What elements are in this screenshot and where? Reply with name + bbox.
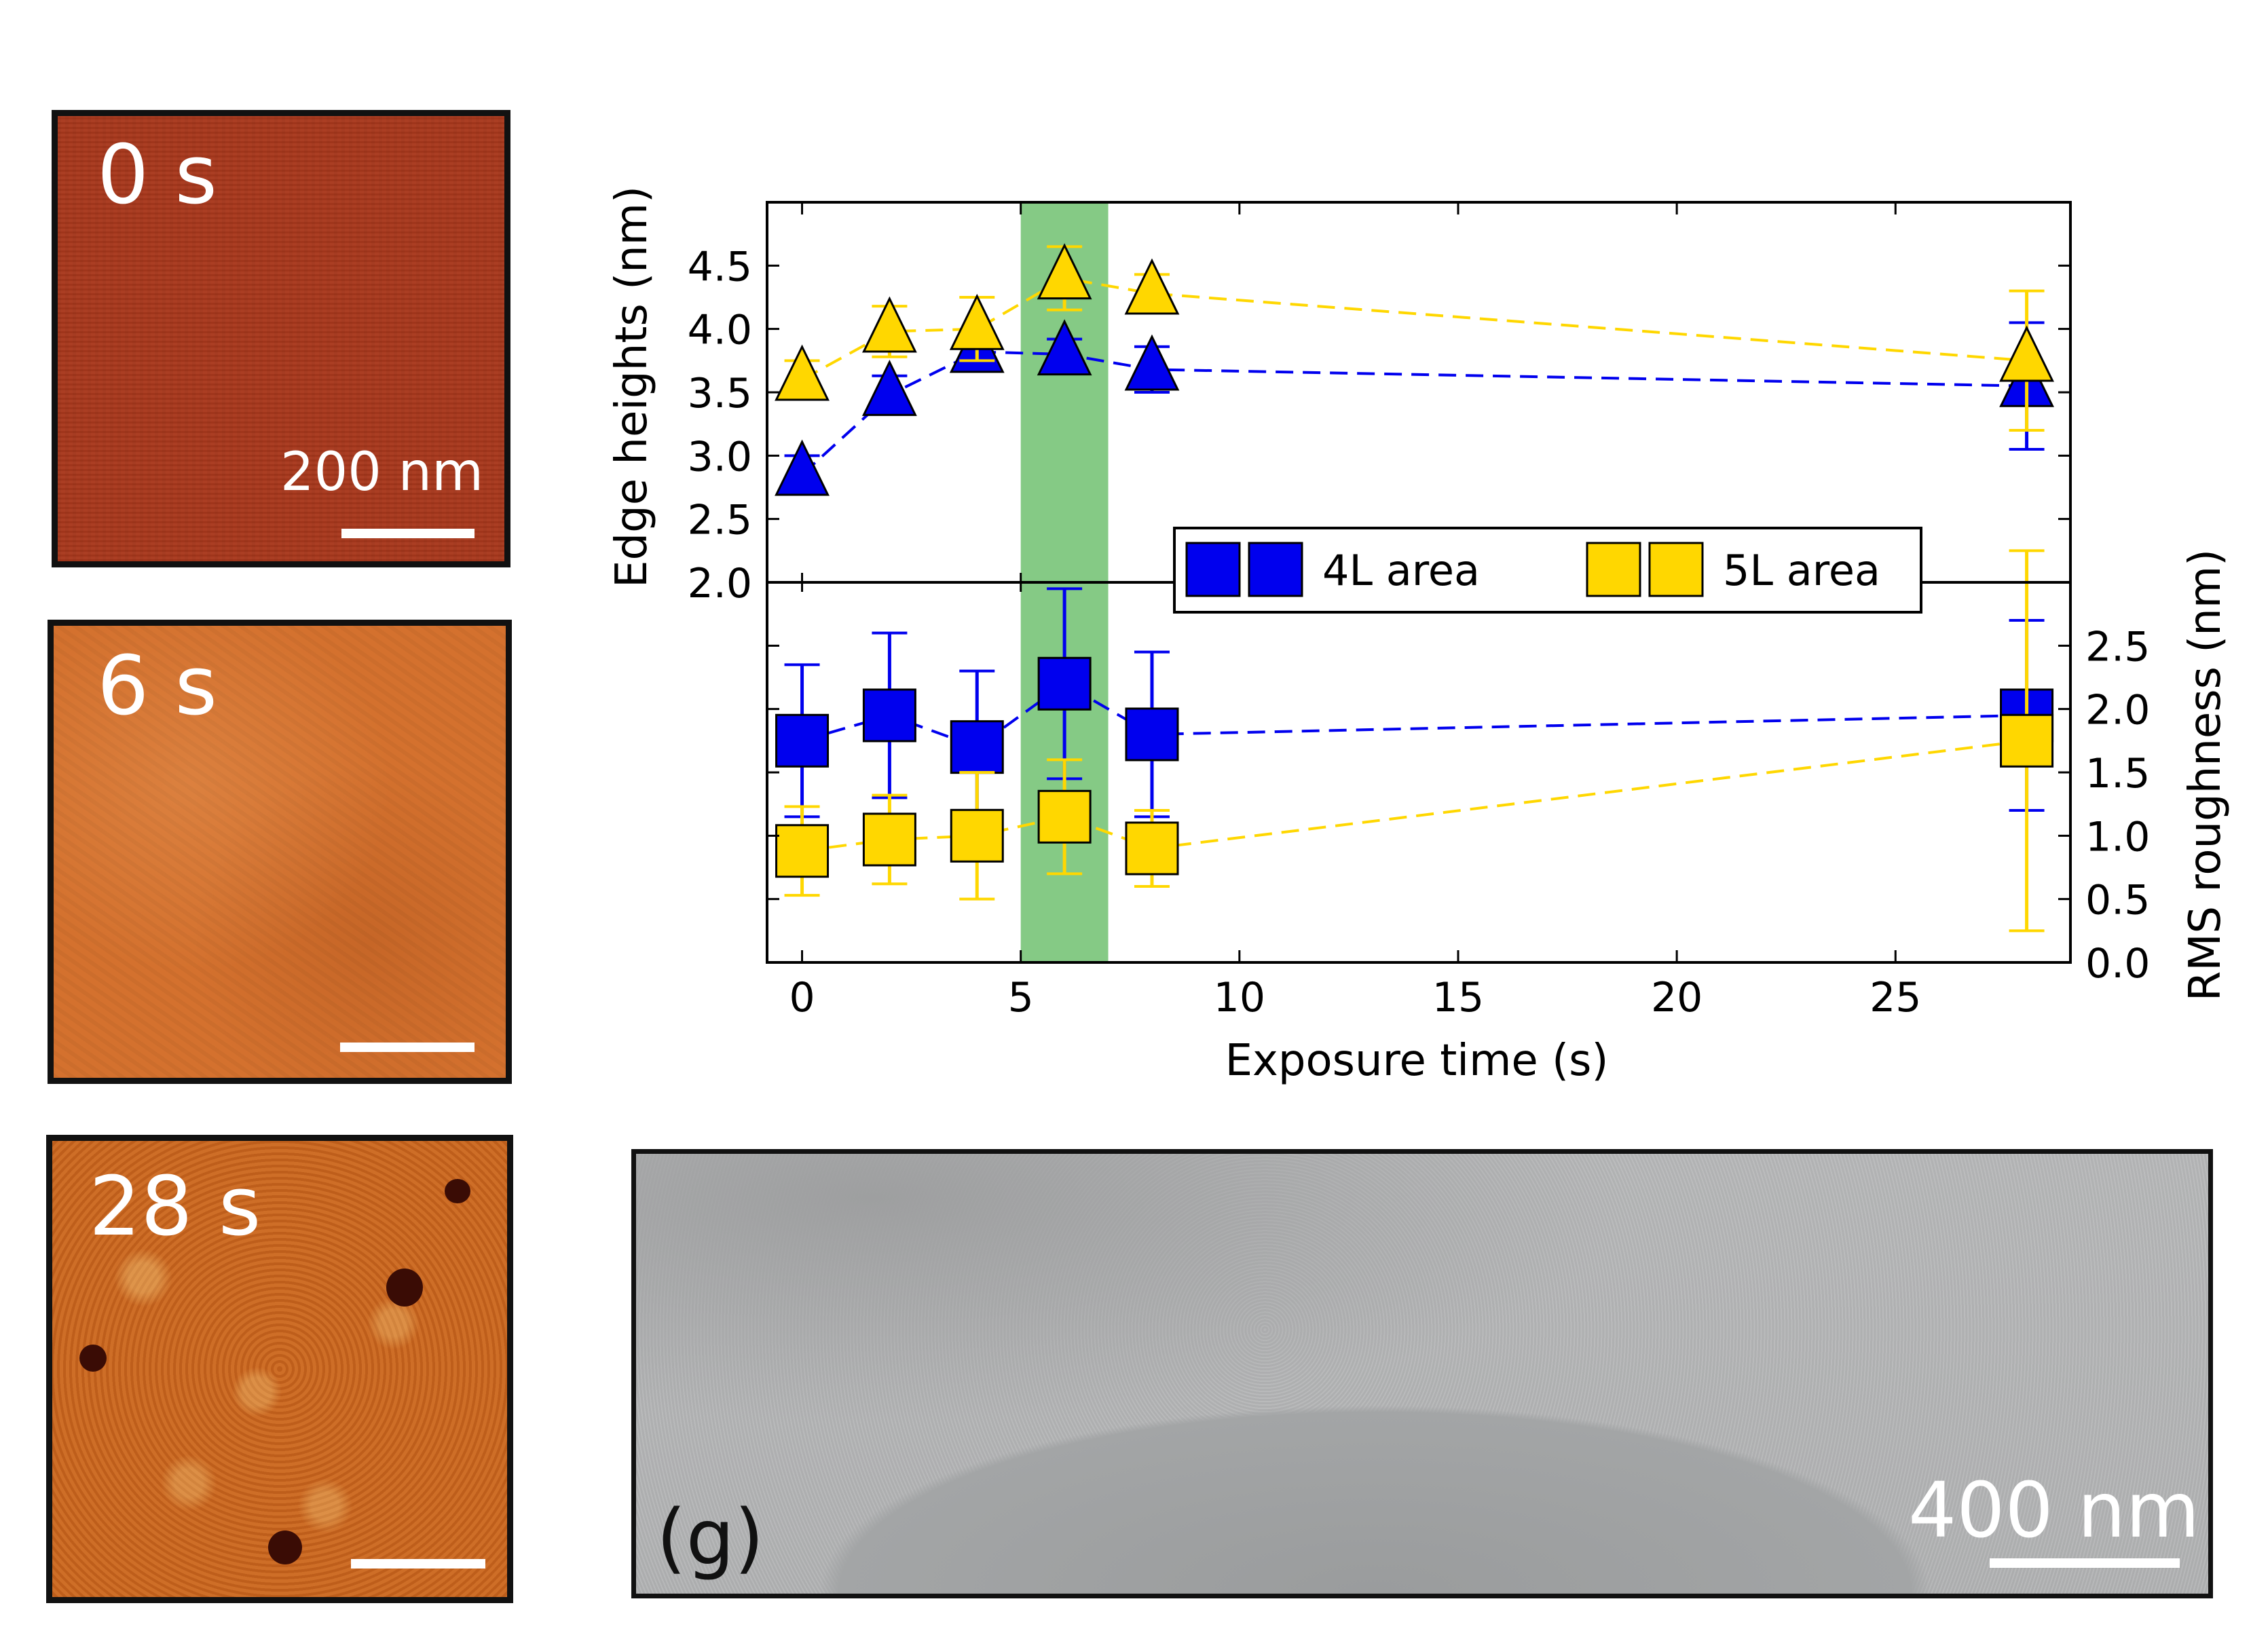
data-marker-square [1037, 656, 1092, 711]
time-label-6s: 6 s [97, 639, 218, 734]
data-marker-square [775, 824, 830, 878]
data-marker-triangle [1124, 334, 1180, 391]
scale-label-200nm: 200 nm [280, 442, 484, 503]
scale-bar-6s [340, 1043, 475, 1052]
data-marker-square [1037, 789, 1092, 844]
data-marker-square [950, 720, 1004, 774]
y-axis-label-right: RMS roughness (nm) [2180, 549, 2231, 1001]
time-label-0s: 0 s [97, 128, 218, 223]
legend-swatch [1648, 542, 1704, 597]
y-tick-label-left: 4.5 [688, 243, 752, 290]
legend: 4L area 5L area [1173, 527, 1922, 614]
data-marker-square [1125, 821, 1179, 876]
data-marker-triangle [949, 293, 1005, 350]
data-marker-square [862, 812, 916, 867]
legend-label: 4L area [1322, 546, 1480, 595]
data-marker-triangle [862, 359, 917, 416]
y-tick-label-left: 2.5 [688, 497, 752, 544]
legend-swatch [1586, 542, 1641, 597]
y-tick-label-right: 1.0 [2085, 813, 2150, 861]
series-layer [775, 243, 2054, 933]
x-tick-label: 10 [1214, 974, 1265, 1021]
scale-bar-0s [341, 529, 475, 538]
x-tick-label: 0 [789, 974, 815, 1021]
pit-defect [445, 1179, 470, 1203]
y-tick-label-right: 1.5 [2085, 750, 2150, 797]
data-marker-triangle [862, 296, 917, 353]
scale-label-400nm: 400 nm [1908, 1467, 2200, 1555]
data-marker-triangle [1037, 319, 1092, 376]
y-axis-label-left: Edge heights (nm) [607, 186, 657, 588]
pit-defect [268, 1531, 302, 1564]
time-label-28s: 28 s [89, 1160, 261, 1254]
y-tick-label-left: 4.0 [688, 307, 752, 354]
pit-defect [79, 1345, 107, 1372]
y-tick-label-left: 3.5 [688, 370, 752, 417]
afm-image-0s: 0 s 200 nm [52, 110, 510, 567]
x-tick-label: 15 [1432, 974, 1484, 1021]
y-tick-label-left: 3.0 [688, 433, 752, 481]
data-marker-triangle [775, 344, 830, 401]
data-marker-triangle [1999, 325, 2054, 382]
scale-bar-28s [351, 1559, 485, 1569]
pit-defect [386, 1269, 423, 1307]
data-marker-triangle [1037, 243, 1092, 300]
afm-image-28s: 28 s [46, 1135, 513, 1603]
ticks-layer: 0 5 10 15 20 25 2.0 2.5 3.0 3.5 4.0 4.5 0.0 0.5 1.0 1.5… [688, 202, 2150, 1021]
y-tick-label-right: 2.5 [2085, 623, 2150, 671]
data-marker-square [862, 688, 916, 743]
data-marker-square [2000, 713, 2054, 768]
y-tick-label-right: 0.5 [2085, 877, 2150, 924]
data-marker-square [775, 713, 830, 768]
x-tick-label: 20 [1651, 974, 1703, 1021]
data-marker-triangle [1124, 258, 1180, 315]
data-marker-triangle [775, 439, 830, 496]
sem-image: (g) 400 nm [631, 1149, 2213, 1598]
y-tick-label-left: 2.0 [688, 560, 752, 607]
afm-image-6s: 6 s [48, 620, 512, 1084]
scale-bar-sem [1990, 1558, 2180, 1568]
x-axis-label: Exposure time (s) [1225, 1036, 1609, 1086]
y-tick-label-right: 2.0 [2085, 687, 2150, 734]
legend-label: 5L area [1723, 546, 1880, 595]
y-tick-label-right: 0.0 [2085, 940, 2150, 988]
x-tick-label: 5 [1008, 974, 1034, 1021]
series-line [802, 739, 2027, 852]
x-tick-label: 25 [1869, 974, 1921, 1021]
legend-swatch [1185, 542, 1241, 597]
legend-swatch [1248, 542, 1303, 597]
data-marker-square [950, 808, 1004, 863]
panel-label-g: (g) [656, 1494, 764, 1582]
data-marker-square [1125, 707, 1179, 762]
